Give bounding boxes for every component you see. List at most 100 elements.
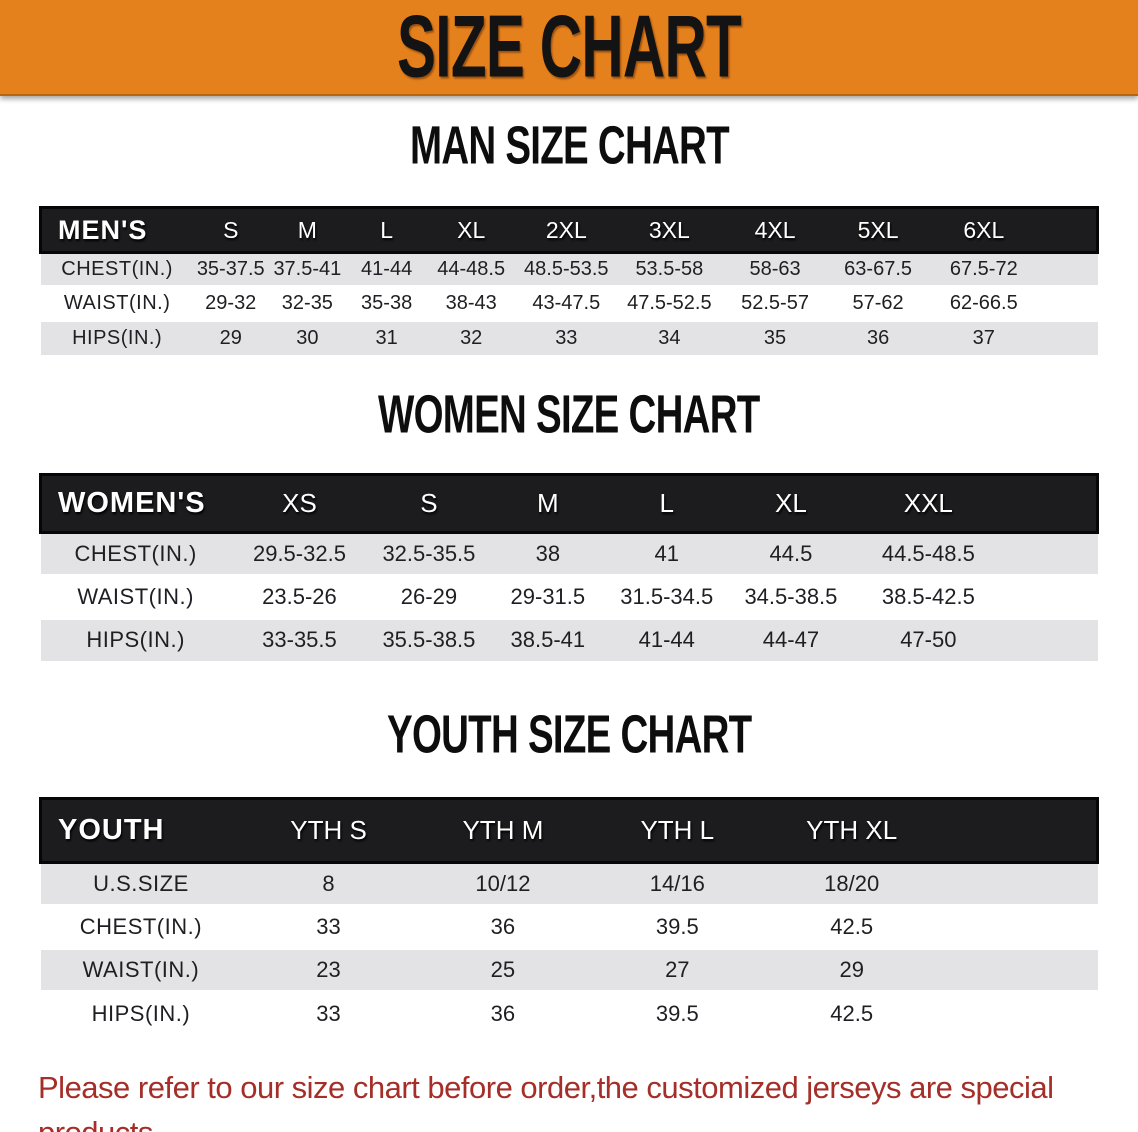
men-section-heading: MAN SIZE CHART [0, 115, 1138, 180]
cell-spacer [938, 947, 1098, 992]
row-label: U.S.SIZE [40, 861, 242, 906]
row-label: CHEST(IN.) [40, 251, 194, 287]
men-table-header-row: MEN'S S M L XL 2XL 3XL 4XL 5XL 6XL [38, 206, 1100, 254]
size-chart-banner: SIZE CHART [0, 0, 1138, 96]
size-cell: 52.5-57 [722, 285, 828, 321]
size-cell: 35.5-38.5 [368, 616, 490, 661]
column-header: YTH M [415, 797, 591, 864]
column-header: 5XL [827, 206, 929, 254]
column-header: S [193, 206, 268, 254]
size-cell: 62-66.5 [928, 285, 1040, 321]
column-header: L [347, 206, 427, 254]
column-header: XL [727, 472, 855, 534]
column-header: XS [230, 472, 369, 534]
size-cell: 35 [722, 319, 828, 355]
men-size-table: MEN'S S M L XL 2XL 3XL 4XL 5XL 6XL CHEST… [38, 206, 1100, 355]
size-cell: 38 [489, 530, 606, 575]
cell-spacer [1002, 616, 1098, 661]
size-cell: 58-63 [722, 251, 828, 287]
size-cell: 29 [764, 947, 939, 992]
youth-section-heading-text: YOUTH SIZE CHART [386, 704, 752, 766]
size-cell: 26-29 [368, 573, 490, 618]
column-header: 4XL [722, 206, 828, 254]
men-section-heading-text: MAN SIZE CHART [409, 115, 730, 177]
cell-spacer [938, 904, 1098, 949]
size-cell: 33-35.5 [230, 616, 369, 661]
table-row-chest: CHEST(IN.) 35-37.5 37.5-41 41-44 44-48.5… [40, 251, 1098, 287]
size-cell: 34 [616, 319, 723, 355]
size-cell: 29-32 [193, 285, 268, 321]
column-header: YTH XL [764, 797, 939, 864]
size-cell: 35-38 [347, 285, 427, 321]
table-row-chest: CHEST(IN.) 33 36 39.5 42.5 [40, 904, 1098, 949]
size-cell: 67.5-72 [928, 251, 1040, 287]
size-cell: 42.5 [764, 904, 939, 949]
column-header: YTH L [590, 797, 765, 864]
row-label: CHEST(IN.) [40, 904, 242, 949]
youth-section-heading: YOUTH SIZE CHART [0, 704, 1138, 769]
size-cell: 37.5-41 [267, 251, 347, 287]
size-cell: 38.5-42.5 [854, 573, 1003, 618]
size-cell: 8 [241, 861, 416, 906]
size-cell: 30 [267, 319, 347, 355]
size-cell: 36 [827, 319, 929, 355]
table-row-waist: WAIST(IN.) 23 25 27 29 [40, 947, 1098, 992]
size-cell: 29.5-32.5 [230, 530, 369, 575]
cell-spacer [938, 861, 1098, 906]
cell-spacer [1039, 285, 1098, 321]
cell-spacer [1002, 530, 1098, 575]
size-cell: 48.5-53.5 [516, 251, 617, 287]
size-cell: 33 [516, 319, 617, 355]
size-cell: 29-31.5 [489, 573, 606, 618]
women-table-header-row: WOMEN'S XS S M L XL XXL [38, 472, 1100, 534]
column-header: S [368, 472, 490, 534]
size-cell: 25 [415, 947, 591, 992]
men-table-title: MEN'S [38, 206, 194, 254]
row-label: WAIST(IN.) [40, 285, 194, 321]
column-header: 2XL [516, 206, 617, 254]
column-header: YTH S [241, 797, 416, 864]
table-row-hips: HIPS(IN.) 29 30 31 32 33 34 35 36 37 [40, 319, 1098, 355]
youth-table-title: YOUTH [39, 797, 242, 864]
size-cell: 47.5-52.5 [616, 285, 723, 321]
row-label: WAIST(IN.) [40, 573, 231, 618]
column-header: 3XL [616, 206, 723, 254]
cell-spacer [1002, 573, 1098, 618]
size-cell: 44.5 [727, 530, 855, 575]
header-spacer [938, 797, 1099, 864]
size-cell: 18/20 [764, 861, 939, 906]
size-cell: 53.5-58 [616, 251, 723, 287]
size-cell: 27 [590, 947, 765, 992]
size-cell: 37 [928, 319, 1040, 355]
column-header: M [489, 472, 606, 534]
row-label: WAIST(IN.) [40, 947, 242, 992]
size-cell: 44-48.5 [426, 251, 517, 287]
size-cell: 23.5-26 [230, 573, 369, 618]
size-cell: 41-44 [347, 251, 427, 287]
cell-spacer [1039, 251, 1098, 287]
size-cell: 32-35 [267, 285, 347, 321]
size-cell: 34.5-38.5 [727, 573, 855, 618]
size-cell: 44-47 [727, 616, 855, 661]
size-cell: 41-44 [605, 616, 728, 661]
disclaimer-line-1: Please refer to our size chart before or… [38, 1069, 1054, 1132]
table-row-waist: WAIST(IN.) 23.5-26 26-29 29-31.5 31.5-34… [40, 573, 1098, 618]
size-cell: 42.5 [764, 990, 939, 1035]
size-cell: 38.5-41 [489, 616, 606, 661]
header-spacer [1002, 472, 1100, 534]
table-row-waist: WAIST(IN.) 29-32 32-35 35-38 38-43 43-47… [40, 285, 1098, 321]
size-cell: 32 [426, 319, 517, 355]
size-cell: 10/12 [415, 861, 591, 906]
size-cell: 35-37.5 [193, 251, 268, 287]
size-cell: 38-43 [426, 285, 517, 321]
size-cell: 33 [241, 990, 416, 1035]
header-spacer [1039, 206, 1100, 254]
size-cell: 44.5-48.5 [854, 530, 1003, 575]
size-cell: 32.5-35.5 [368, 530, 490, 575]
size-cell: 41 [605, 530, 728, 575]
youth-table-header-row: YOUTH YTH S YTH M YTH L YTH XL [39, 797, 1099, 864]
cell-spacer [1039, 319, 1098, 355]
row-label: CHEST(IN.) [40, 530, 231, 575]
women-size-table: WOMEN'S XS S M L XL XXL CHEST(IN.) 29.5-… [38, 472, 1100, 661]
size-cell: 39.5 [590, 990, 765, 1035]
